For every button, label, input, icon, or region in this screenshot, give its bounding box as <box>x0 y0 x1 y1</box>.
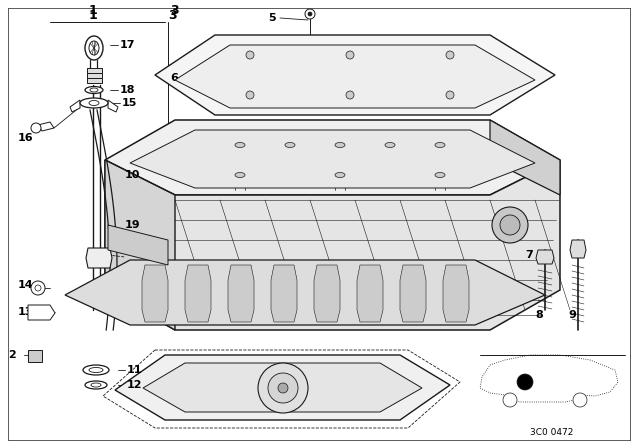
Circle shape <box>278 383 288 393</box>
Polygon shape <box>271 265 297 322</box>
Polygon shape <box>87 68 102 73</box>
Text: 3: 3 <box>168 9 177 22</box>
Text: 7: 7 <box>525 250 532 260</box>
Circle shape <box>446 51 454 59</box>
Polygon shape <box>70 100 80 112</box>
Polygon shape <box>115 355 450 420</box>
Text: 5: 5 <box>268 13 276 23</box>
Text: 3: 3 <box>170 4 179 17</box>
Text: 9: 9 <box>568 310 576 320</box>
Text: 4: 4 <box>188 73 196 83</box>
Circle shape <box>573 393 587 407</box>
Polygon shape <box>228 265 254 322</box>
Ellipse shape <box>80 98 108 108</box>
Text: 12: 12 <box>127 380 143 390</box>
Text: 10: 10 <box>125 170 140 180</box>
Text: 17: 17 <box>120 40 136 50</box>
Polygon shape <box>490 120 560 195</box>
Text: 13: 13 <box>18 307 33 317</box>
Circle shape <box>346 91 354 99</box>
Text: 8: 8 <box>535 310 543 320</box>
Circle shape <box>446 91 454 99</box>
Polygon shape <box>142 265 168 322</box>
Text: 14: 14 <box>18 280 34 290</box>
Polygon shape <box>105 160 175 330</box>
Circle shape <box>346 51 354 59</box>
Circle shape <box>31 123 41 133</box>
Ellipse shape <box>85 86 103 94</box>
Circle shape <box>517 374 533 390</box>
Text: 6: 6 <box>170 73 178 83</box>
Circle shape <box>308 12 312 16</box>
Ellipse shape <box>85 381 107 389</box>
Polygon shape <box>108 225 168 265</box>
Circle shape <box>246 91 254 99</box>
Text: 1: 1 <box>88 4 97 17</box>
Text: 2: 2 <box>8 350 16 360</box>
Ellipse shape <box>385 142 395 147</box>
Text: 19: 19 <box>125 220 141 230</box>
Polygon shape <box>38 122 54 131</box>
Polygon shape <box>28 350 42 362</box>
Ellipse shape <box>435 172 445 177</box>
Ellipse shape <box>235 142 245 147</box>
Polygon shape <box>28 305 55 320</box>
Polygon shape <box>155 35 555 115</box>
Circle shape <box>258 363 308 413</box>
Polygon shape <box>143 363 422 412</box>
Text: 3C0 0472: 3C0 0472 <box>531 427 573 436</box>
Polygon shape <box>87 78 102 83</box>
Circle shape <box>246 51 254 59</box>
Circle shape <box>268 373 298 403</box>
Text: 18: 18 <box>120 85 136 95</box>
Ellipse shape <box>235 172 245 177</box>
Polygon shape <box>357 265 383 322</box>
Text: 16: 16 <box>18 133 34 143</box>
Polygon shape <box>185 265 211 322</box>
Text: 15: 15 <box>122 98 138 108</box>
Polygon shape <box>108 100 118 112</box>
Circle shape <box>305 9 315 19</box>
Circle shape <box>31 281 45 295</box>
Polygon shape <box>105 160 560 330</box>
Text: 1: 1 <box>88 9 97 22</box>
Polygon shape <box>536 250 554 264</box>
Circle shape <box>503 393 517 407</box>
Circle shape <box>500 215 520 235</box>
Polygon shape <box>105 120 560 195</box>
Polygon shape <box>86 248 112 268</box>
Polygon shape <box>314 265 340 322</box>
Text: 11: 11 <box>127 365 143 375</box>
Circle shape <box>492 207 528 243</box>
Polygon shape <box>570 240 586 258</box>
Polygon shape <box>175 45 535 108</box>
Ellipse shape <box>335 142 345 147</box>
Ellipse shape <box>83 365 109 375</box>
Polygon shape <box>443 265 469 322</box>
Ellipse shape <box>435 142 445 147</box>
Ellipse shape <box>85 36 103 60</box>
Ellipse shape <box>285 142 295 147</box>
Circle shape <box>35 285 41 291</box>
Ellipse shape <box>335 172 345 177</box>
Polygon shape <box>130 130 535 188</box>
Polygon shape <box>65 260 545 325</box>
Polygon shape <box>87 73 102 78</box>
Polygon shape <box>400 265 426 322</box>
